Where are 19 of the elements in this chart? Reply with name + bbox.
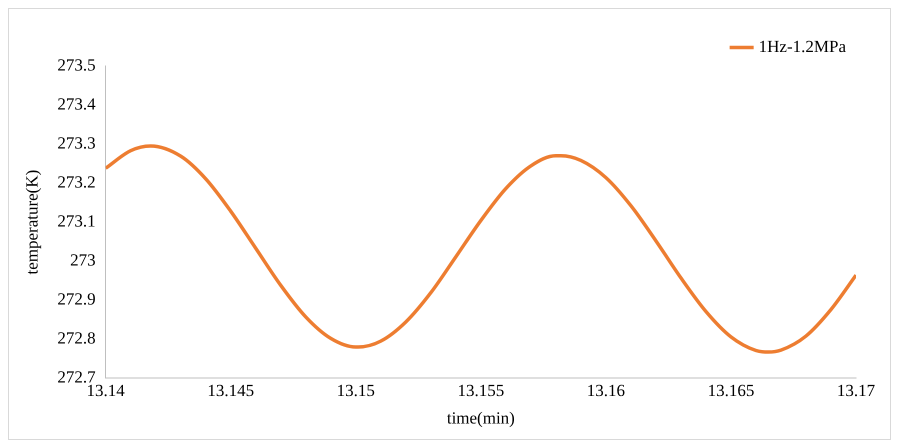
legend-label: 1Hz-1.2MPa (758, 36, 846, 56)
x-tick-label: 13.17 (836, 380, 876, 400)
x-tick-label: 13.16 (586, 380, 626, 400)
y-tick-label: 273.3 (57, 134, 96, 153)
y-tick-label: 272.8 (57, 328, 96, 348)
x-tick-label: 13.15 (336, 380, 375, 400)
y-tick-label: 273.2 (57, 172, 96, 192)
y-tick-label: 273 (70, 250, 96, 270)
y-tick-label: 272.9 (57, 290, 96, 309)
y-tick-label: 273.1 (57, 212, 96, 231)
x-axis-title: time(min) (446, 408, 515, 428)
y-tick-label: 273.5 (57, 55, 96, 74)
line-series (106, 144, 856, 354)
x-tick-label: 13.165 (708, 380, 754, 400)
x-tick-label: 13.155 (457, 380, 504, 400)
x-tick-label: 13.145 (207, 380, 254, 400)
x-tick-label: 13.14 (86, 380, 126, 400)
y-tick-label: 273.4 (57, 94, 96, 114)
y-axis-title: temperature(K) (22, 170, 42, 274)
